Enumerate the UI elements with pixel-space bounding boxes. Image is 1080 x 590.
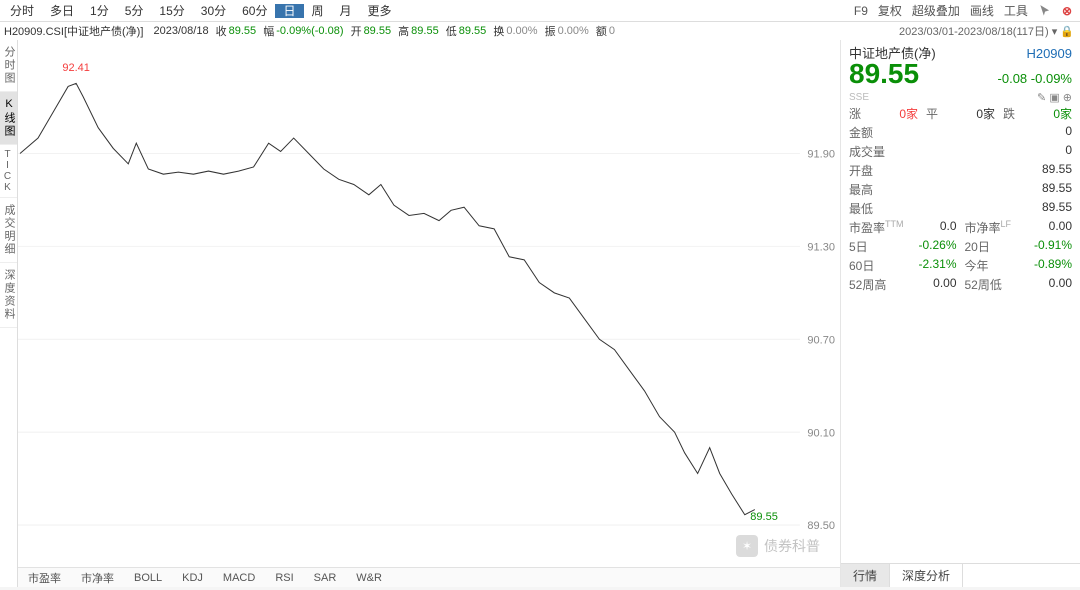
left-view-tabs: 分时图K线图TICK成交明细深度资料 xyxy=(0,40,18,587)
drawline-menu[interactable]: 画线 xyxy=(970,2,994,19)
timeframe-tab[interactable]: 更多 xyxy=(360,4,400,18)
panel-row: 开盘89.55 xyxy=(841,161,1080,180)
indicator-tab[interactable]: 市盈率 xyxy=(18,570,71,586)
panel-footer-tab[interactable]: 深度分析 xyxy=(890,564,963,587)
svg-text:89.55: 89.55 xyxy=(750,511,778,523)
date-range-selector[interactable]: 2023/03/01-2023/08/18(117日) ▾ 🔒 xyxy=(899,23,1080,39)
side-tab[interactable]: K线图 xyxy=(0,92,17,145)
timeframe-tab[interactable]: 多日 xyxy=(42,4,82,18)
side-tab[interactable]: 深度资料 xyxy=(0,263,17,328)
panel-footer-tab[interactable]: 行情 xyxy=(841,564,890,587)
panel-action-icons[interactable]: ✎ ▣ ⊕ xyxy=(1037,91,1072,104)
svg-text:90.10: 90.10 xyxy=(807,427,835,439)
quote-date: 2023/08/18 xyxy=(154,25,209,37)
tool-menu[interactable]: 工具 xyxy=(1004,2,1028,19)
panel-security-code: H20909 xyxy=(1026,46,1072,61)
timeframe-tabs: 分时多日1分5分15分30分60分日周月更多 F9 复权 超级叠加 画线 工具 … xyxy=(0,0,1080,22)
toolbar-right: F9 复权 超级叠加 画线 工具 ⊗ xyxy=(854,2,1080,19)
fuquan-menu[interactable]: 复权 xyxy=(878,2,902,19)
panel-row: 最低89.55 xyxy=(841,199,1080,218)
side-tab[interactable]: TICK xyxy=(0,145,17,198)
indicator-tab[interactable]: W&R xyxy=(346,572,392,584)
panel-row: 60日-2.31% 今年-0.89% xyxy=(841,256,1080,275)
svg-text:92.41: 92.41 xyxy=(62,62,90,74)
symbol-code: H20909.CSI[中证地产债(净)] xyxy=(4,23,143,39)
panel-last-price: 89.55 xyxy=(849,60,919,88)
close-icon[interactable]: ⊗ xyxy=(1062,4,1072,18)
panel-row: 涨0家 平0家 跌0家 xyxy=(841,104,1080,123)
indicator-bar: 市盈率市净率BOLLKDJMACDRSISARW&R xyxy=(18,567,840,587)
pointer-icon[interactable] xyxy=(1038,4,1052,18)
panel-row: 金额0 xyxy=(841,123,1080,142)
timeframe-tab[interactable]: 1分 xyxy=(82,4,117,18)
svg-text:91.30: 91.30 xyxy=(807,241,835,253)
quote-info-bar: H20909.CSI[中证地产债(净)] 2023/08/18 收89.55 幅… xyxy=(0,22,1080,40)
quote-detail-panel: 中证地产债(净) H20909 89.55 -0.08 -0.09% SSE ✎… xyxy=(840,40,1080,587)
panel-row: 市盈率TTM0.0 市净率LF0.00 xyxy=(841,218,1080,237)
indicator-tab[interactable]: 市净率 xyxy=(71,570,124,586)
timeframe-tab[interactable]: 分时 xyxy=(2,4,42,18)
timeframe-tab[interactable]: 5分 xyxy=(117,4,152,18)
panel-footer-tabs: 行情深度分析 xyxy=(841,563,1080,587)
timeframe-tab[interactable]: 日 xyxy=(275,4,303,18)
indicator-tab[interactable]: BOLL xyxy=(124,572,172,584)
indicator-tab[interactable]: SAR xyxy=(304,572,347,584)
panel-row: 最高89.55 xyxy=(841,180,1080,199)
timeframe-tab[interactable]: 周 xyxy=(304,4,332,18)
timeframe-tab[interactable]: 月 xyxy=(332,4,360,18)
side-tab[interactable]: 成交明细 xyxy=(0,198,17,263)
svg-text:90.70: 90.70 xyxy=(807,334,835,346)
panel-row: 5日-0.26% 20日-0.91% xyxy=(841,237,1080,256)
side-tab[interactable]: 分时图 xyxy=(0,40,17,92)
indicator-tab[interactable]: MACD xyxy=(213,572,265,584)
f9-button[interactable]: F9 xyxy=(854,4,868,18)
panel-row: 成交量0 xyxy=(841,142,1080,161)
indicator-tab[interactable]: RSI xyxy=(265,572,303,584)
timeframe-tab[interactable]: 60分 xyxy=(234,4,275,18)
panel-row: 52周高0.00 52周低0.00 xyxy=(841,275,1080,294)
price-chart[interactable]: 91.9091.3090.7090.1089.5023-0323-0423-05… xyxy=(18,40,840,587)
timeframe-tab[interactable]: 30分 xyxy=(193,4,234,18)
svg-text:91.90: 91.90 xyxy=(807,149,835,161)
indicator-tab[interactable]: KDJ xyxy=(172,572,213,584)
panel-exchange: SSE xyxy=(849,92,869,103)
overlay-menu[interactable]: 超级叠加 xyxy=(912,2,960,19)
svg-text:89.50: 89.50 xyxy=(807,520,835,532)
panel-change: -0.08 -0.09% xyxy=(998,71,1072,86)
timeframe-tab[interactable]: 15分 xyxy=(151,4,192,18)
